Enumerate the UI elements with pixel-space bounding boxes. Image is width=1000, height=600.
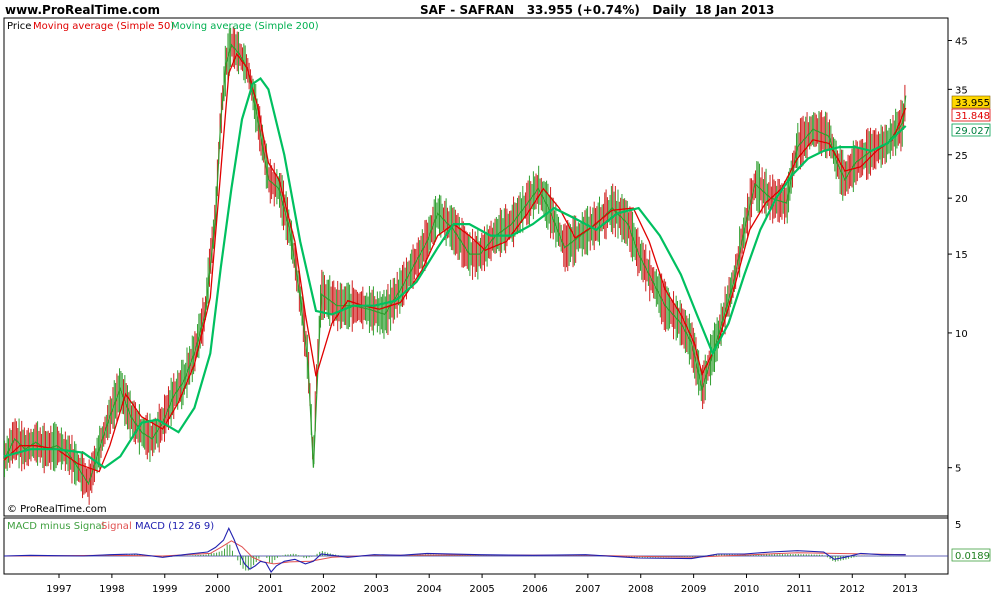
x-tick-label: 2003 — [364, 584, 389, 595]
x-axis: 1997 1998 1999 2000 2001 2002 2003 2004 2005 2006… — [46, 574, 918, 595]
x-tick-label: 1998 — [99, 584, 124, 595]
site-name: www.ProRealTime.com — [5, 3, 160, 17]
watermark: © ProRealTime.com — [7, 504, 107, 515]
last-price-label: 33.955 — [955, 98, 990, 109]
sma200-last-label: 29.027 — [955, 126, 990, 137]
legend-signal: Signal — [101, 521, 132, 532]
x-tick-label: 2010 — [734, 584, 759, 595]
legend-sma50: Moving average (Simple 50) — [33, 21, 174, 32]
legend-macd: MACD (12 26 9) — [135, 521, 214, 532]
legend-price: Price — [7, 21, 31, 32]
sma200-last-box — [951, 123, 991, 137]
x-tick-label: 2006 — [522, 584, 547, 595]
x-tick-label: 2008 — [628, 584, 653, 595]
price-tick-label: 35 — [955, 85, 968, 96]
x-tick-label: 2009 — [681, 584, 706, 595]
macd-axis-tick: 5 — [955, 520, 961, 531]
price-tick-label: 45 — [955, 36, 968, 47]
x-tick-label: 2001 — [258, 584, 283, 595]
price-tick-label: 5 — [955, 464, 961, 475]
macd-last-box — [951, 548, 991, 562]
price-tick-label: 15 — [955, 250, 968, 261]
chart-header: www.ProRealTime.com SAF - SAFRAN 33.955 … — [0, 0, 1000, 18]
last-price-box — [951, 95, 991, 109]
x-tick-label: 2011 — [787, 584, 812, 595]
sma50-last-box — [951, 108, 991, 122]
macd-panel — [3, 517, 949, 575]
x-tick-label: 2005 — [469, 584, 494, 595]
x-tick-label: 2002 — [311, 584, 336, 595]
x-tick-label: 1997 — [46, 584, 71, 595]
sma50-line — [3, 52, 907, 473]
price-panel — [3, 17, 949, 517]
macd-line — [3, 526, 906, 573]
x-tick-label: 2004 — [416, 584, 441, 595]
x-tick-label: 2000 — [205, 584, 230, 595]
sma50-last-label: 31.848 — [955, 111, 990, 122]
macd-last-label: 0.0189 — [955, 551, 990, 562]
x-tick-label: 2013 — [892, 584, 917, 595]
x-tick-label: 1999 — [152, 584, 177, 595]
price-axis: 45 35 25 20 15 10 5 — [948, 36, 968, 475]
price-tick-label: 20 — [955, 194, 968, 205]
sma200-line — [3, 76, 907, 470]
legend-macd-hist: MACD minus Signal — [7, 521, 104, 532]
x-tick-label: 2007 — [575, 584, 600, 595]
x-tick-label: 2012 — [840, 584, 865, 595]
price-tick-label: 10 — [955, 329, 968, 340]
price-tick-label: 25 — [955, 151, 968, 162]
chart-title: SAF - SAFRAN 33.955 (+0.74%) Daily 18 Ja… — [420, 3, 775, 17]
legend-sma200: Moving average (Simple 200) — [171, 21, 319, 32]
